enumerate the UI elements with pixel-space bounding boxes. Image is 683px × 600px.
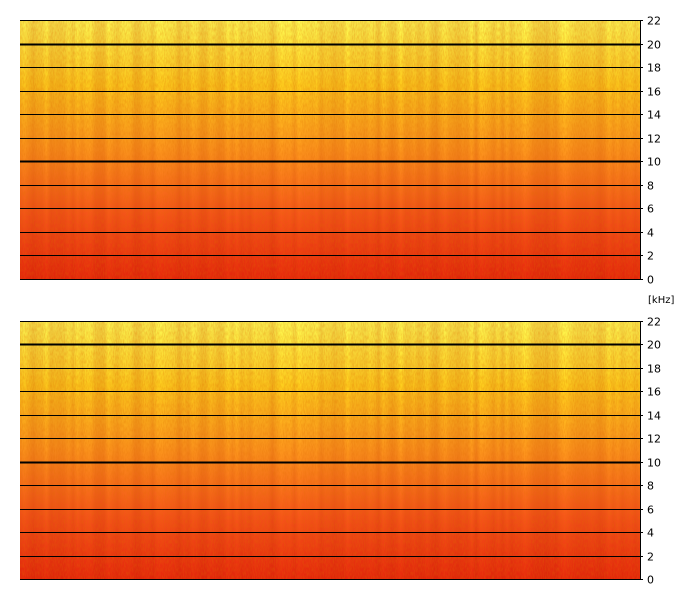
tick-label-top-8: 8 (647, 180, 654, 193)
tick-label-bottom-8: 8 (647, 480, 654, 493)
tick-label-top-4: 4 (647, 227, 654, 240)
tick-label-bottom-18: 18 (647, 363, 661, 376)
tick-label-bottom-4: 4 (647, 527, 654, 540)
tick-label-top-12: 12 (647, 133, 661, 146)
tick-label-bottom-2: 2 (647, 551, 654, 564)
tick-label-bottom-10: 10 (647, 457, 661, 470)
tick-label-bottom-20: 20 (647, 339, 661, 352)
tick-label-top-22: 22 (647, 15, 661, 28)
spectrogram-panel-top: 0 2 4 6 8 10 12 14 16 18 20 22 (20, 15, 661, 287)
tick-label-top-18: 18 (647, 62, 661, 75)
tick-label-bottom-16: 16 (647, 386, 661, 399)
tick-label-top-20: 20 (647, 39, 661, 52)
tick-label-top-14: 14 (647, 109, 661, 122)
tick-label-top-16: 16 (647, 86, 661, 99)
tick-label-bottom-14: 14 (647, 410, 661, 423)
tick-label-bottom-6: 6 (647, 504, 654, 517)
tick-label-top-0: 0 (647, 274, 654, 287)
tick-label-bottom-0: 0 (647, 574, 654, 587)
spectrogram-panel-bottom: 0 2 4 6 8 10 12 14 16 18 20 22 (20, 316, 661, 587)
tick-label-top-6: 6 (647, 203, 654, 216)
tick-label-top-2: 2 (647, 250, 654, 263)
spectrogram-noise-bottom (20, 321, 640, 579)
tick-label-bottom-22: 22 (647, 316, 661, 329)
tick-label-top-10: 10 (647, 156, 661, 169)
tick-label-bottom-12: 12 (647, 433, 661, 446)
frequency-unit-label: [kHz] (648, 295, 674, 306)
spectrogram-noise-top (20, 20, 640, 279)
